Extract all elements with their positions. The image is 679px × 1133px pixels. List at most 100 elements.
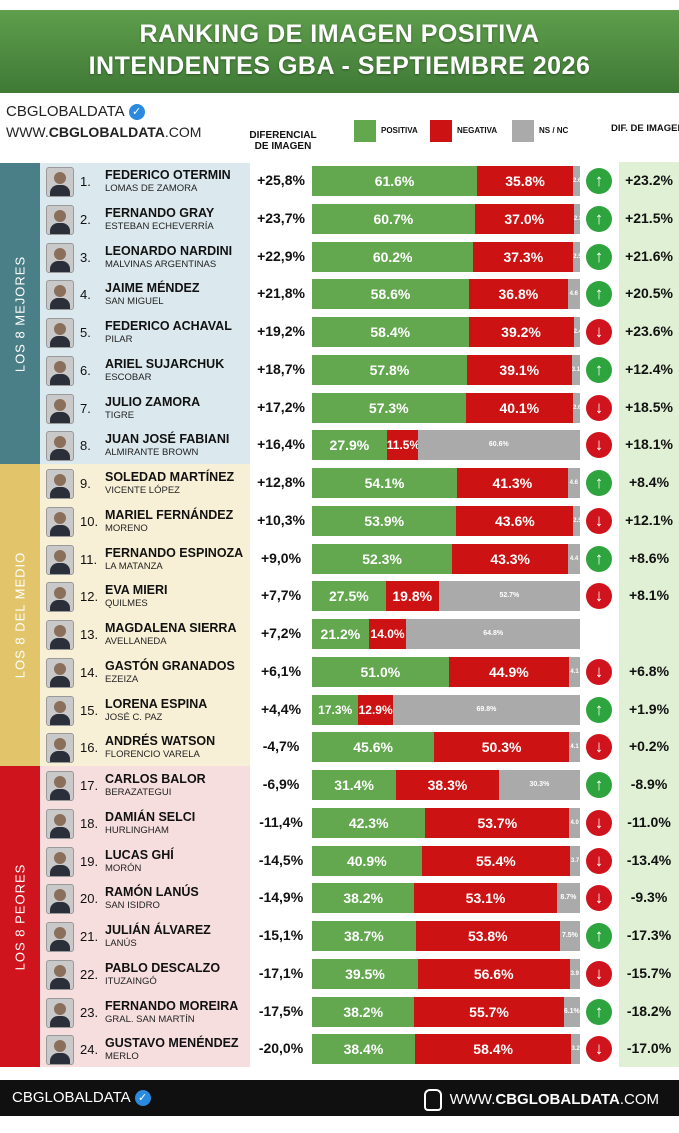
- differential-value: +25,8%: [257, 172, 305, 188]
- stacked-bar: 38.7% 53.8% 7.5%: [312, 921, 580, 951]
- ranking-row: 7. JULIO ZAMORA TIGRE +17,2% 57.3% 40.1% 2.6 ↓ +…: [0, 390, 679, 428]
- previous-diff-value: +23.6%: [625, 323, 673, 339]
- ranking-row: 17. CARLOS BALOR BERAZATEGUI -6,9% 31.4% 38.3…: [0, 767, 679, 805]
- municipality: ESCOBAR: [105, 371, 152, 383]
- rank-number: 21.: [80, 929, 99, 944]
- avatar: [46, 997, 74, 1028]
- avatar-body: [50, 902, 70, 914]
- brand-url[interactable]: WWW.CBGLOBALDATA.COM: [6, 124, 201, 140]
- bar-positive: 57.3%: [312, 392, 466, 423]
- differential-value: +17,2%: [257, 398, 305, 415]
- mayor-name: JULIO ZAMORA: [105, 394, 201, 409]
- avatar: [46, 620, 74, 650]
- previous-diff-value: -13.4%: [626, 851, 672, 868]
- previous-diff-value: -9.3%: [630, 889, 668, 906]
- bar-negative: 56.6%: [417, 958, 570, 989]
- ranking-row: 23. FERNANDO MOREIRA GRAL. SAN MARTÍN -17,5…: [0, 994, 679, 1032]
- rank-number: 1.: [80, 174, 91, 189]
- group-worst-body: [40, 766, 250, 1067]
- previous-diff-value: +23.2%: [625, 172, 673, 188]
- avatar: [46, 1035, 74, 1066]
- ranking-row: 9. SOLEDAD MARTÍNEZ VICENTE LÓPEZ +12,8% 54.…: [0, 465, 679, 503]
- stacked-bar: 38.2% 53.1% 8.7%: [312, 883, 580, 914]
- municipality: JOSÉ C. PAZ: [105, 711, 163, 723]
- stacked-bar: 42.3% 53.7% 4.0: [312, 807, 580, 838]
- footer-brand: CBGLOBALDATA ✓: [12, 1089, 151, 1107]
- avatar: [46, 242, 74, 273]
- differential-value: -4,7%: [262, 738, 300, 755]
- differential-value: +21,8%: [257, 285, 305, 302]
- bar-negative: 53.8%: [415, 921, 560, 951]
- ranking-row: 4. JAIME MÉNDEZ SAN MIGUEL +21,8% 58.6% 36.8%…: [0, 276, 679, 314]
- bar-negative: 37.3%: [473, 241, 574, 272]
- arrow-up-icon: ↑: [586, 168, 612, 194]
- municipality: SAN MIGUEL: [105, 296, 164, 308]
- brand-url-prefix: WWW.: [6, 124, 49, 141]
- rank-number: 4.: [80, 287, 91, 303]
- avatar-head: [54, 247, 66, 260]
- legend-ns-swatch: [512, 120, 534, 142]
- previous-diff-column-bg: [619, 162, 679, 1067]
- footer-url-suffix: .COM: [619, 1090, 659, 1108]
- bar-positive: 51.0%: [312, 656, 449, 687]
- stacked-bar: 27.5% 19.8% 52.7%: [312, 581, 580, 612]
- bar-negative: 44.9%: [448, 656, 569, 687]
- mayor-name: GASTÓN GRANADOS: [105, 658, 235, 673]
- bar-ns: 3.2: [571, 1034, 580, 1065]
- bar-positive: 42.3%: [312, 807, 426, 838]
- mayor-name: FERNANDO ESPINOZA: [105, 545, 244, 560]
- rank-number: 15.: [80, 702, 99, 718]
- ranking-row: 10. MARIEL FERNÁNDEZ MORENO +10,3% 53.9% 43.6…: [0, 503, 679, 541]
- stacked-bar: 51.0% 44.9% 4.1: [312, 656, 580, 687]
- differential-value: +18,7%: [257, 360, 305, 377]
- avatar-head: [54, 851, 66, 864]
- legend-positive-swatch: [354, 120, 376, 142]
- bar-ns: 2.3: [573, 203, 580, 234]
- mayor-name: EVA MIERI: [105, 583, 168, 598]
- bar-ns: 4.1: [569, 656, 580, 687]
- bar-ns: 60.6%: [417, 430, 580, 461]
- avatar: [46, 846, 74, 877]
- avatar: [46, 808, 74, 839]
- avatar-head: [54, 436, 66, 449]
- differential-value: +9,0%: [260, 549, 302, 566]
- mayor-name: PABLO DESCALZO: [105, 960, 221, 975]
- municipality: SAN ISIDRO: [105, 900, 160, 912]
- ranking-row: 19. LUCAS GHÍ MORÓN -14,5% 40.9% 55.4% 3.7 ↓ -13…: [0, 843, 679, 881]
- ranking-row: 6. ARIEL SUJARCHUK ESCOBAR +18,7% 57.8% 39.1%…: [0, 352, 679, 390]
- bar-ns: 2.6: [573, 392, 580, 423]
- avatar-body: [50, 826, 70, 838]
- bar-positive: 38.4%: [312, 1034, 415, 1065]
- previous-diff-value: +21.6%: [625, 247, 673, 264]
- stacked-bar: 54.1% 41.3% 4.6: [312, 468, 580, 498]
- rank-number: 17.: [80, 778, 99, 793]
- differential-value: +16,4%: [257, 436, 305, 453]
- bar-positive: 27.9%: [312, 430, 387, 461]
- avatar: [46, 884, 74, 915]
- arrow-down-icon: ↓: [586, 1036, 612, 1063]
- differential-value: -6,9%: [262, 776, 300, 792]
- bar-negative: 39.2%: [468, 317, 574, 347]
- rank-number: 18.: [80, 815, 99, 831]
- bar-ns: 3.9: [569, 958, 580, 989]
- differential-value: +19,2%: [257, 323, 305, 339]
- ranking-row: 3. LEONARDO NARDINI MALVINAS ARGENTINAS +22…: [0, 239, 679, 277]
- municipality: AVELLANEDA: [105, 636, 167, 647]
- avatar-body: [50, 336, 70, 347]
- avatar-head: [54, 776, 66, 788]
- bar-ns: 30.3%: [498, 770, 580, 800]
- bar-ns: 2.5: [573, 241, 580, 272]
- bar-positive: 60.7%: [312, 203, 475, 234]
- legend-negative-label: NEGATIVA: [457, 126, 498, 135]
- bar-positive: 58.6%: [312, 279, 470, 310]
- mayor-name: LORENA ESPINA: [105, 696, 208, 711]
- mayor-name: FEDERICO ACHAVAL: [105, 319, 232, 333]
- bar-ns: 52.7%: [438, 581, 580, 612]
- footer-url[interactable]: WWW.CBGLOBALDATA.COM: [423, 1089, 659, 1111]
- avatar-head: [54, 1002, 66, 1015]
- legend: POSITIVA NEGATIVA NS / NC: [354, 120, 604, 142]
- bar-negative: 19.8%: [385, 581, 439, 612]
- avatar: [46, 280, 74, 311]
- stacked-bar: 52.3% 43.3% 4.4: [312, 543, 580, 574]
- group-middle: LOS 8 DEL MEDIO: [0, 464, 250, 766]
